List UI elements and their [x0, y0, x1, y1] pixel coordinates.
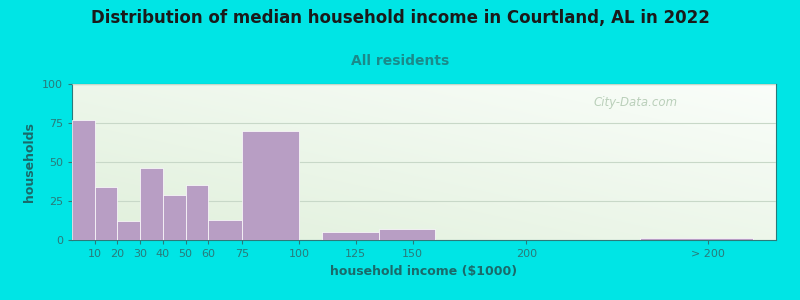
Bar — [94, 187, 118, 240]
Bar — [163, 195, 186, 240]
Bar — [118, 221, 140, 240]
Bar — [140, 168, 163, 240]
Bar — [242, 131, 299, 240]
Text: Distribution of median household income in Courtland, AL in 2022: Distribution of median household income … — [90, 9, 710, 27]
Bar — [72, 120, 94, 240]
Bar — [186, 185, 208, 240]
X-axis label: household income ($1000): household income ($1000) — [330, 265, 518, 278]
Text: City-Data.com: City-Data.com — [593, 96, 678, 109]
Y-axis label: households: households — [23, 122, 37, 202]
Bar — [378, 229, 435, 240]
Bar — [208, 220, 242, 240]
Bar — [322, 232, 378, 240]
Text: All residents: All residents — [351, 54, 449, 68]
Bar — [640, 238, 754, 240]
